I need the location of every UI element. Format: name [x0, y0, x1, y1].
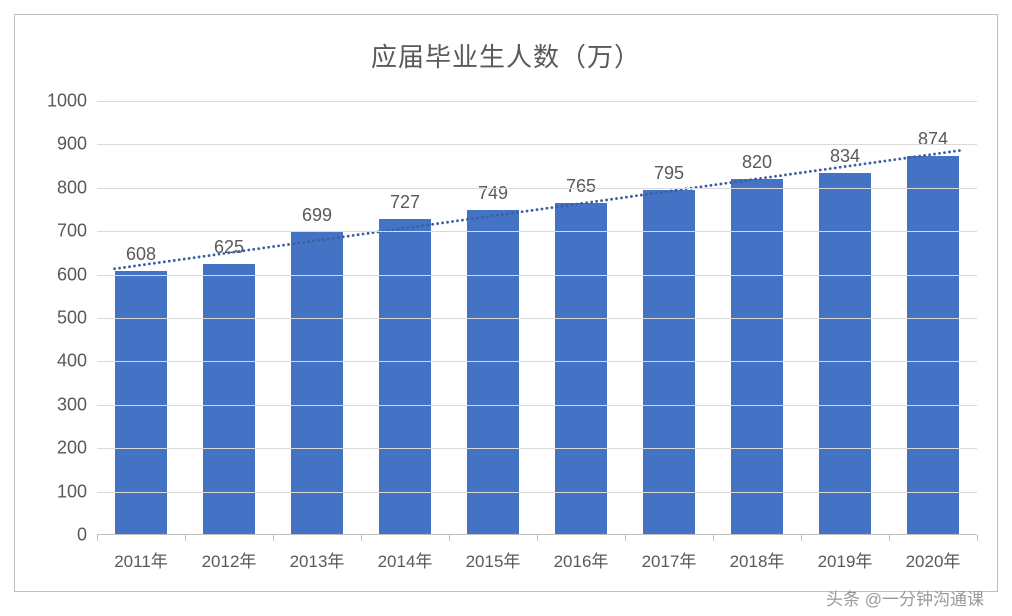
- grid-line: [97, 144, 977, 145]
- bar: 699: [291, 232, 342, 535]
- bar: 765: [555, 203, 606, 535]
- y-tick-label: 800: [57, 177, 87, 198]
- y-tick-label: 400: [57, 351, 87, 372]
- bar: 625: [203, 264, 254, 535]
- x-tick-label: 2014年: [378, 547, 433, 572]
- x-tick-mark: [361, 535, 362, 541]
- grid-line: [97, 492, 977, 493]
- bar: 727: [379, 219, 430, 535]
- grid-line: [97, 361, 977, 362]
- chart-title: 应届毕业生人数（万）: [15, 37, 997, 74]
- y-tick-label: 300: [57, 394, 87, 415]
- y-tick-label: 1000: [47, 91, 87, 112]
- bar: 874: [907, 156, 958, 535]
- grid-line: [97, 405, 977, 406]
- grid-line: [97, 188, 977, 189]
- x-tick-label: 2016年: [554, 547, 609, 572]
- chart-container: 应届毕业生人数（万） 6082011年6252012年6992013年72720…: [14, 14, 998, 592]
- x-tick-mark: [97, 535, 98, 541]
- watermark-text: 头条 @一分钟沟通课: [826, 585, 984, 610]
- bar: 749: [467, 210, 518, 535]
- bar-value-label: 727: [390, 192, 420, 213]
- plot-area: 6082011年6252012年6992013年7272014年7492015年…: [97, 101, 977, 535]
- grid-line: [97, 275, 977, 276]
- x-tick-mark: [713, 535, 714, 541]
- bar-value-label: 834: [830, 146, 860, 167]
- x-tick-mark: [185, 535, 186, 541]
- x-tick-label: 2020年: [906, 547, 961, 572]
- bar-value-label: 795: [654, 163, 684, 184]
- grid-line: [97, 231, 977, 232]
- x-tick-label: 2011年: [114, 547, 168, 572]
- x-tick-label: 2015年: [466, 547, 521, 572]
- x-tick-mark: [977, 535, 978, 541]
- bar-value-label: 874: [918, 129, 948, 150]
- x-tick-mark: [889, 535, 890, 541]
- x-tick-mark: [801, 535, 802, 541]
- x-tick-label: 2012年: [202, 547, 257, 572]
- x-tick-label: 2018年: [730, 547, 785, 572]
- x-tick-mark: [273, 535, 274, 541]
- x-tick-label: 2013年: [290, 547, 345, 572]
- y-tick-label: 200: [57, 438, 87, 459]
- y-tick-label: 100: [57, 481, 87, 502]
- y-tick-label: 0: [77, 525, 87, 546]
- bar: 834: [819, 173, 870, 535]
- bar-value-label: 608: [126, 244, 156, 265]
- bar: 820: [731, 179, 782, 535]
- bar-value-label: 749: [478, 183, 508, 204]
- x-tick-label: 2017年: [642, 547, 697, 572]
- x-tick-mark: [449, 535, 450, 541]
- x-tick-mark: [537, 535, 538, 541]
- x-tick-mark: [625, 535, 626, 541]
- y-tick-label: 600: [57, 264, 87, 285]
- x-tick-label: 2019年: [818, 547, 873, 572]
- bar: 608: [115, 271, 166, 535]
- bar-value-label: 699: [302, 205, 332, 226]
- grid-line: [97, 318, 977, 319]
- bar-value-label: 625: [214, 237, 244, 258]
- y-tick-label: 700: [57, 221, 87, 242]
- grid-line: [97, 448, 977, 449]
- grid-line: [97, 101, 977, 102]
- bar: 795: [643, 190, 694, 535]
- bar-value-label: 820: [742, 152, 772, 173]
- y-tick-label: 500: [57, 308, 87, 329]
- bar-value-label: 765: [566, 176, 596, 197]
- y-tick-label: 900: [57, 134, 87, 155]
